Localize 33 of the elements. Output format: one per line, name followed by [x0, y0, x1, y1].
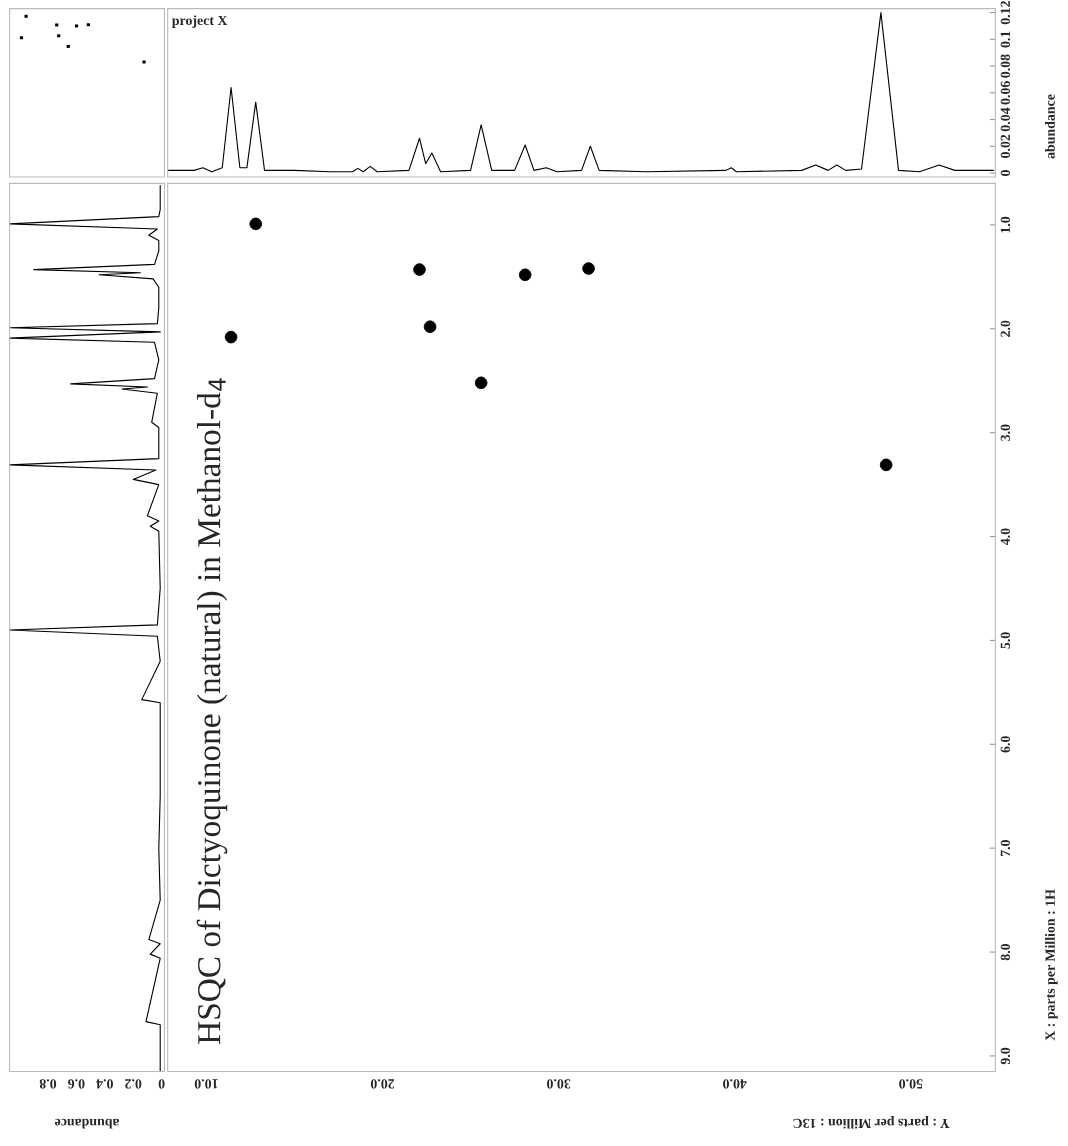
y-axis-title: abundance [1045, 94, 1055, 159]
y-tick-label: 0.02 [1000, 134, 1011, 158]
y-tick-label: 2.0 [1000, 320, 1011, 337]
x-tick-label: 0.4 [96, 1079, 113, 1089]
x-tick-label: 0.6 [68, 1079, 85, 1089]
x-axis-title: Y : parts per Million : 13C [793, 1115, 950, 1129]
y-tick-label: 0.06 [1000, 81, 1011, 105]
y-tick-label: 0.04 [1000, 107, 1011, 132]
x-tick-label: 0 [158, 1079, 165, 1089]
y-tick-label: 0 [1000, 170, 1011, 176]
y-tick-label: 5.0 [1000, 632, 1011, 649]
y-tick-label: 3.0 [1000, 424, 1011, 441]
y-tick-label: 0.08 [1000, 54, 1011, 78]
y-tick-label: 7.0 [1000, 840, 1011, 857]
x-tick-label: 10.0 [194, 1079, 218, 1089]
y-tick-label: 6.0 [1000, 736, 1011, 753]
text: HSQC of Dictyoquinone (natural) in Methanol-d$_{4}$ [196, 378, 228, 1044]
x-tick-label: 0.8 [39, 1079, 57, 1089]
x-tick-label: 50.0 [899, 1079, 923, 1089]
line-series [167, 12, 995, 173]
x-tick-label: 0.2 [125, 1079, 142, 1089]
x-tick-label: 40.0 [723, 1079, 747, 1089]
y-tick-label: 0.1 [1000, 31, 1011, 48]
y-tick-label: 8.0 [1000, 943, 1011, 961]
y-axis-title: X : parts per Million : 1H [1045, 889, 1058, 1041]
x-tick-label: 20.0 [370, 1079, 395, 1089]
x-axis-title: abundance [54, 1118, 120, 1129]
annotation: project X [171, 15, 228, 28]
y-tick-label: 0.12 [1000, 1, 1011, 25]
y-tick-label: 1.0 [1000, 216, 1011, 233]
y-tick-label: 4.0 [1000, 528, 1011, 546]
y-tick-label: 9.0 [1000, 1047, 1011, 1065]
x-tick-label: 30.0 [547, 1079, 571, 1089]
